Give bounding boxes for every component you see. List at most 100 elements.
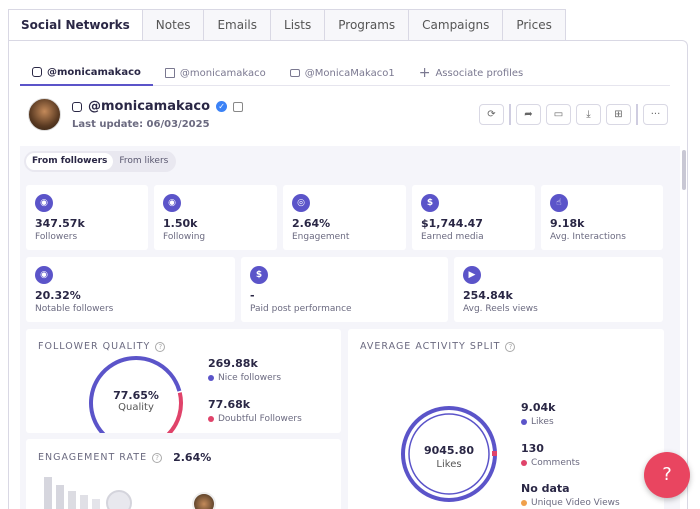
legend-label: Likes <box>531 417 554 427</box>
download-button[interactable]: ⤓ <box>576 104 601 125</box>
tab-emails[interactable]: Emails <box>204 9 272 41</box>
play-icon: ▶ <box>463 266 481 284</box>
tab-campaigns[interactable]: Campaigns <box>409 9 504 41</box>
share-icon: ➦ <box>524 109 533 120</box>
follower-quality-title-row: FOLLOWER QUALITY ? <box>38 341 166 352</box>
more-icon: ··· <box>650 109 661 120</box>
target-icon: ◎ <box>292 194 310 212</box>
avatar <box>28 98 61 131</box>
follower-quality-card: FOLLOWER QUALITY ? 77.65% Quality 269.88… <box>26 329 341 433</box>
tab-lists[interactable]: Lists <box>271 9 326 41</box>
comments-legend: 130 Comments <box>521 442 580 468</box>
main-panel <box>8 40 688 509</box>
divider <box>509 104 511 125</box>
activity-split-donut <box>401 406 497 502</box>
stat-card-followers: ◉ 347.57k Followers <box>26 185 148 250</box>
gauge-nice-arc <box>89 356 182 433</box>
stat-label: Followers <box>35 232 78 242</box>
chart-bar <box>68 491 76 509</box>
stat-label: Earned media <box>421 232 484 242</box>
help-icon[interactable]: ? <box>505 341 516 352</box>
profile-tab-tiktok[interactable]: @monicamakaco <box>153 60 278 86</box>
legend-value: 269.88k <box>208 357 258 370</box>
activity-split-title-row: AVERAGE ACTIVITY SPLIT ? <box>360 341 516 352</box>
legend-value: 130 <box>521 442 544 455</box>
stat-label: Paid post performance <box>250 304 352 314</box>
legend-label: Unique Video Views <box>531 498 620 508</box>
profile-tab-youtube[interactable]: @MonicaMakaco1 <box>278 60 407 86</box>
help-icon[interactable]: ? <box>155 341 166 352</box>
add-to-list-button[interactable]: ⊞ <box>606 104 631 125</box>
legend-value: 9.04k <box>521 401 556 414</box>
share-button[interactable]: ➦ <box>516 104 541 125</box>
refresh-button[interactable]: ⟳ <box>479 104 504 125</box>
views-legend: No data Unique Video Views <box>521 482 620 508</box>
chart-bar <box>44 477 52 509</box>
donut-inner-ring <box>408 413 490 495</box>
gauge-doubtful-arc <box>166 392 183 433</box>
profile-tab-label: @monicamakaco <box>179 67 266 79</box>
tab-programs[interactable]: Programs <box>325 9 410 41</box>
profile-handle-row: @monicamakaco ✓ <box>72 99 244 114</box>
following-icon: ◉ <box>163 194 181 212</box>
stat-label: Avg. Interactions <box>550 232 626 242</box>
help-icon[interactable]: ? <box>152 452 163 463</box>
scrollbar[interactable] <box>682 150 686 190</box>
stat-card-earned-media: $ $1,744.47 Earned media <box>412 185 535 250</box>
legend-dot <box>521 460 527 466</box>
instagram-icon <box>72 101 82 112</box>
associate-profiles-button[interactable]: + Associate profiles <box>407 60 536 86</box>
stat-value: - <box>250 289 255 302</box>
stat-value: 20.32% <box>35 289 81 302</box>
divider <box>636 104 638 125</box>
tab-social-networks[interactable]: Social Networks <box>8 9 143 41</box>
profile-handle: @monicamakaco <box>88 99 211 114</box>
refresh-icon: ⟳ <box>487 109 496 120</box>
from-likers-button[interactable]: From likers <box>119 156 169 166</box>
stat-label: Notable followers <box>35 304 114 314</box>
followers-icon: ◉ <box>35 194 53 212</box>
legend-label: Comments <box>531 458 580 468</box>
print-icon: ▭ <box>553 109 564 120</box>
external-link-icon[interactable] <box>233 101 244 112</box>
add-box-icon: ⊞ <box>614 109 623 120</box>
from-followers-button[interactable]: From followers <box>26 153 114 170</box>
more-button[interactable]: ··· <box>643 104 668 125</box>
legend-dot <box>521 419 527 425</box>
legend-label: Doubtful Followers <box>218 414 302 424</box>
likes-legend: 9.04k Likes <box>521 401 555 427</box>
stat-card-paid-post: $ - Paid post performance <box>241 257 448 322</box>
audience-toggle: From followers From likers <box>24 151 177 172</box>
download-icon: ⤓ <box>586 109 591 120</box>
legend-value: No data <box>521 482 570 495</box>
verified-badge-icon: ✓ <box>216 101 228 112</box>
donut-value: 9045.80 <box>423 444 475 457</box>
engagement-rate-card: ENGAGEMENT RATE ? 2.64% <box>26 439 341 509</box>
legend-dot <box>208 375 214 381</box>
stats-content: From followers From likers ◉ 347.57k Fol… <box>20 146 680 509</box>
dollar-icon: $ <box>250 266 268 284</box>
print-button[interactable]: ▭ <box>546 104 571 125</box>
tiktok-icon <box>164 68 175 78</box>
profile-tab-instagram[interactable]: @monicamakaco <box>20 60 153 86</box>
profile-tabs: @monicamakaco @monicamakaco @MonicaMakac… <box>20 60 670 86</box>
stat-label: Engagement <box>292 232 350 242</box>
legend-label: Nice followers <box>218 373 282 383</box>
stat-value: 347.57k <box>35 217 85 230</box>
stat-value: 254.84k <box>463 289 513 302</box>
main-tabs: Social Networks Notes Emails Lists Progr… <box>8 9 566 41</box>
legend-value: 77.68k <box>208 398 251 411</box>
tab-notes[interactable]: Notes <box>142 9 205 41</box>
engagement-rate-value: 2.64% <box>173 451 212 464</box>
gauge-value: 77.65% <box>113 389 159 402</box>
donut-comments-segment <box>492 451 497 456</box>
engagement-rate-title-row: ENGAGEMENT RATE ? 2.64% <box>38 451 211 464</box>
last-update: Last update: 06/03/2025 <box>72 119 210 130</box>
tab-prices[interactable]: Prices <box>503 9 566 41</box>
help-chat-button[interactable]: ? <box>644 452 690 498</box>
donut-label: Likes <box>436 459 462 470</box>
section-title: ENGAGEMENT RATE <box>38 452 148 463</box>
stat-value: 2.64% <box>292 217 331 230</box>
stat-card-notable-followers: ◉ 20.32% Notable followers <box>26 257 235 322</box>
